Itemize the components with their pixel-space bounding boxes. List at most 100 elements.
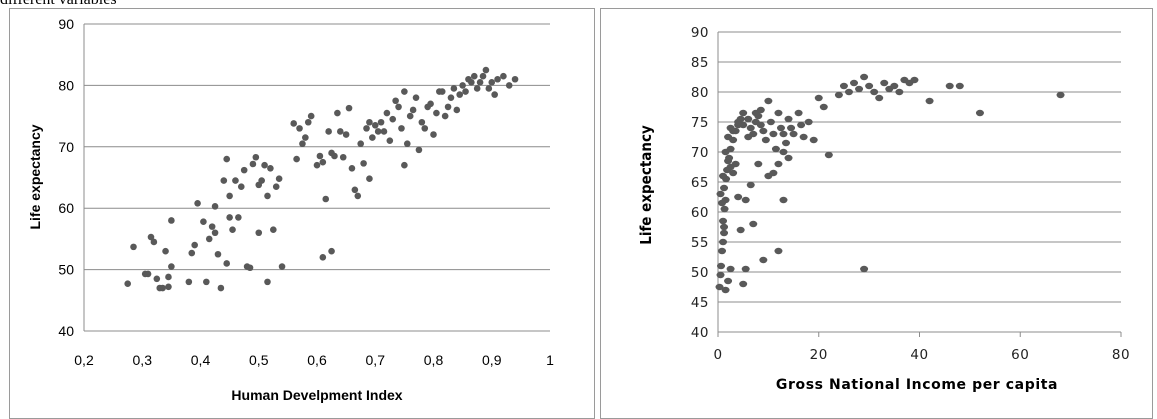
data-point bbox=[433, 109, 440, 117]
data-point bbox=[759, 256, 768, 264]
data-point bbox=[165, 273, 172, 281]
data-point bbox=[255, 229, 263, 237]
data-point bbox=[774, 109, 783, 117]
data-point bbox=[223, 155, 231, 163]
data-point bbox=[223, 260, 231, 267]
data-point bbox=[746, 124, 755, 132]
data-point bbox=[226, 214, 233, 221]
data-point bbox=[482, 66, 490, 74]
data-point bbox=[718, 199, 727, 207]
data-point bbox=[814, 94, 823, 102]
data-point bbox=[717, 262, 726, 270]
x-tick-label: 0,4 bbox=[191, 352, 211, 368]
data-point bbox=[761, 136, 770, 144]
data-point bbox=[719, 238, 728, 246]
data-point bbox=[357, 140, 364, 148]
data-point bbox=[488, 79, 496, 86]
y-tick-label: 40 bbox=[691, 325, 709, 341]
data-point bbox=[383, 109, 391, 117]
y-tick-label: 70 bbox=[691, 145, 709, 161]
data-point bbox=[447, 94, 455, 101]
data-point bbox=[789, 130, 798, 138]
data-point bbox=[500, 72, 507, 80]
data-point bbox=[334, 109, 341, 117]
data-point bbox=[724, 133, 733, 141]
data-point bbox=[211, 229, 219, 237]
data-point bbox=[275, 175, 283, 183]
data-point bbox=[159, 284, 166, 292]
data-point bbox=[319, 158, 327, 166]
y-tick-label: 80 bbox=[691, 85, 709, 101]
data-point bbox=[910, 76, 919, 84]
data-point bbox=[191, 241, 198, 249]
data-point bbox=[479, 72, 487, 80]
data-point bbox=[203, 278, 210, 286]
y-tick-label: 65 bbox=[691, 175, 709, 191]
data-point bbox=[839, 82, 848, 90]
x-tick-label: 0,6 bbox=[307, 352, 327, 368]
data-point bbox=[749, 130, 758, 138]
data-point bbox=[726, 265, 735, 273]
data-point bbox=[438, 88, 446, 95]
data-point bbox=[769, 130, 778, 138]
data-point bbox=[720, 223, 729, 231]
data-point bbox=[337, 128, 344, 135]
data-point bbox=[759, 127, 768, 135]
y-axis-title: Life expectancy bbox=[27, 124, 43, 229]
data-point bbox=[348, 164, 356, 172]
data-point bbox=[278, 263, 286, 270]
data-point bbox=[369, 134, 376, 141]
data-point bbox=[258, 177, 265, 184]
data-point bbox=[403, 140, 411, 148]
y-tick-label: 55 bbox=[691, 235, 709, 251]
y-axis-title: Life expectancy bbox=[637, 125, 655, 245]
data-point bbox=[441, 112, 449, 120]
data-point bbox=[729, 169, 738, 177]
data-point bbox=[302, 134, 309, 141]
data-point bbox=[249, 160, 257, 168]
data-point bbox=[485, 85, 493, 92]
data-point bbox=[784, 115, 793, 123]
data-point bbox=[380, 128, 388, 135]
data-point bbox=[398, 125, 405, 132]
data-point bbox=[870, 88, 879, 96]
data-point bbox=[200, 218, 207, 226]
data-point bbox=[718, 247, 727, 255]
data-point bbox=[511, 75, 519, 83]
data-point bbox=[890, 82, 899, 90]
data-point bbox=[418, 118, 426, 126]
y-tick-label: 90 bbox=[691, 25, 709, 41]
data-point bbox=[374, 128, 382, 135]
data-point bbox=[721, 148, 730, 156]
data-point bbox=[252, 153, 260, 161]
data-point bbox=[505, 82, 513, 89]
data-point bbox=[719, 172, 728, 180]
y-tick-label: 50 bbox=[58, 262, 74, 278]
y-tick-label: 60 bbox=[691, 205, 709, 221]
data-point bbox=[299, 140, 306, 148]
data-point bbox=[476, 79, 484, 86]
data-point bbox=[774, 160, 783, 168]
chart-panel-gni: 40 45 50 55 60 65 70 75 80 85 90 0 20 40 60 80 Gross Nat… bbox=[600, 8, 1153, 419]
data-point bbox=[211, 203, 219, 210]
data-point bbox=[468, 79, 475, 86]
data-point bbox=[168, 217, 175, 224]
data-point bbox=[719, 217, 728, 225]
x-tick-label: 60 bbox=[1011, 347, 1029, 363]
data-point bbox=[307, 112, 315, 120]
data-point bbox=[124, 280, 131, 288]
data-point bbox=[427, 100, 434, 108]
data-point bbox=[860, 265, 869, 273]
data-point bbox=[834, 91, 843, 99]
data-point bbox=[716, 190, 725, 198]
data-point bbox=[794, 109, 803, 117]
data-point bbox=[205, 235, 213, 243]
data-point bbox=[153, 275, 161, 283]
data-point bbox=[267, 164, 274, 172]
data-point bbox=[401, 88, 408, 95]
data-point bbox=[217, 284, 225, 292]
x-tick-label: 80 bbox=[1112, 347, 1130, 363]
data-point bbox=[345, 104, 353, 112]
data-point bbox=[720, 229, 729, 237]
data-point bbox=[188, 249, 196, 257]
